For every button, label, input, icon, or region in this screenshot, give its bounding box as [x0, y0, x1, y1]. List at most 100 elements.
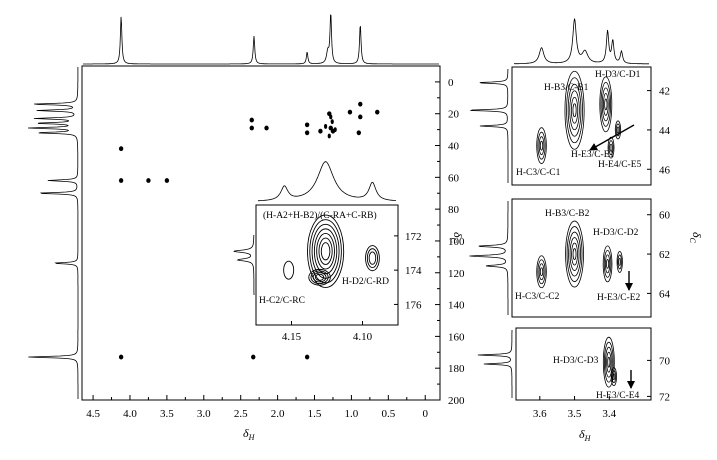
right-y-axis-title-mid: δC: [449, 232, 465, 244]
right-y-tick-label: 72: [659, 391, 670, 403]
right-contour: [606, 351, 612, 373]
right-left-projection-trace: [477, 330, 513, 398]
right-bottom-y-axis: 70 72: [647, 355, 671, 403]
right-top-frame: [511, 66, 652, 186]
cross-peak: [146, 178, 151, 183]
right-contour: [608, 140, 614, 156]
right-contour: [538, 263, 545, 281]
right-left-projection-trace: [469, 201, 509, 315]
rm-label-d3: H-D3/C-D2: [593, 228, 639, 238]
inset-frame: [255, 204, 399, 326]
cross-peak: [251, 354, 256, 360]
inset-panel: 4.15 4.10 172 174 176 (H-A2+H-B2)/(C-RA+C-R…: [233, 161, 422, 343]
right-contour: [607, 136, 615, 159]
right-contour: [571, 242, 578, 266]
x-tick-label: 4.0: [123, 408, 137, 420]
right-contour: [617, 254, 622, 270]
rm-label-b3: H-B3/C-B2: [545, 209, 590, 219]
inset-left-projection: [233, 235, 255, 295]
svg-text:δC: δC: [688, 232, 704, 244]
right-bottom-left-projection: [477, 330, 513, 398]
right-contour: [569, 90, 580, 131]
right-contour: [565, 220, 584, 288]
rb-label-d3: H-D3/C-D3: [553, 356, 599, 366]
cross-peak: [304, 354, 310, 360]
cross-peak: [329, 114, 333, 120]
right-x-tick-label: 3.4: [602, 408, 616, 420]
cross-peak: [318, 128, 323, 134]
right-contour: [566, 226, 583, 282]
x-tick-label: 3.0: [197, 408, 211, 420]
svg-text:δC: δC: [449, 232, 465, 244]
inset-contour: [366, 248, 378, 268]
right-contour: [539, 140, 544, 151]
main-cross-peaks: [118, 101, 380, 360]
cross-peak: [323, 124, 328, 129]
right-middle-panel: 60 62 64 H-B3/C-B2 H-D3/C-D2 H-C3/C-C2 H-E…: [469, 198, 671, 318]
inset-contour: [308, 268, 331, 286]
right-contour: [566, 77, 583, 144]
rt-arrow: [589, 124, 635, 151]
inset-left-projection-trace: [233, 235, 255, 295]
right-middle-contours: [536, 220, 623, 289]
cross-peak: [249, 117, 254, 123]
right-contour: [607, 356, 611, 368]
inset-contour: [365, 245, 380, 272]
right-middle-left-projection: [469, 201, 509, 315]
rt-label-e4: H-E4/C-E5: [598, 160, 642, 170]
right-contour: [616, 251, 623, 273]
y-tick-label: 20: [448, 109, 460, 121]
inset-contour: [368, 251, 377, 265]
right-contour: [539, 267, 544, 277]
x-tick-label: 2.5: [234, 408, 248, 420]
right-contour: [606, 258, 610, 269]
right-top-y-axis: 42 44 46: [647, 86, 671, 176]
right-bottom-frame: [515, 327, 652, 401]
inset-x-tick-label: 4.10: [353, 331, 373, 343]
main-panel: 4.5 4.0 3.5 3.0 2.5 2.0 1.5 1.0 0.5 0 0 20 40 60 80 10…: [27, 14, 465, 442]
inset-x-axis: 4.15 4.10: [282, 321, 373, 343]
inset-y-tick-label: 172: [405, 231, 422, 243]
right-y-tick-label: 44: [659, 125, 671, 137]
right-contour: [614, 120, 622, 140]
rt-label-d3: H-D3/C-D1: [595, 70, 641, 80]
right-contour: [567, 83, 582, 137]
main-left-projection: [27, 67, 79, 399]
right-y-tick-label: 64: [659, 288, 671, 300]
right-y-tick-label: 62: [659, 249, 670, 261]
y-tick-label: 100: [448, 236, 465, 248]
right-contour: [569, 237, 580, 271]
inset-contour: [283, 260, 295, 280]
right-contour: [610, 367, 617, 387]
inset-contour: [320, 242, 331, 261]
rb-x-axis-title: δH: [579, 427, 592, 443]
cross-peak: [327, 133, 331, 139]
cross-peak: [304, 130, 310, 136]
cross-peak: [264, 125, 269, 131]
right-contour: [537, 131, 546, 160]
right-x-tick-label: 3.6: [533, 408, 547, 420]
right-contour: [618, 258, 622, 266]
right-y-tick-label: 42: [659, 86, 670, 98]
top-projection-trace: [83, 14, 439, 65]
rm-label-c3: H-C3/C-C2: [515, 292, 560, 302]
y-tick-label: 120: [448, 268, 465, 280]
inset-label-d2: H-D2/C-RD: [342, 277, 389, 287]
right-y-tick-label: 46: [659, 164, 671, 176]
right-y-tick-label: 70: [659, 355, 671, 367]
right-contour: [604, 254, 611, 274]
inset-y-axis: 172 174 176: [394, 231, 422, 311]
inset-contour: [307, 214, 345, 288]
y-tick-label: 80: [448, 204, 460, 216]
right-top-contours: [536, 70, 622, 165]
right-contour: [602, 245, 613, 283]
inset-contour: [316, 233, 335, 270]
y-tick-label: 200: [448, 395, 465, 407]
cross-peak: [118, 178, 124, 183]
right-contour: [600, 81, 612, 127]
right-contour: [537, 259, 546, 285]
inset-contour: [309, 219, 342, 284]
right-contour: [601, 87, 610, 122]
inset-contour: [313, 228, 338, 275]
cross-peak: [358, 114, 363, 120]
